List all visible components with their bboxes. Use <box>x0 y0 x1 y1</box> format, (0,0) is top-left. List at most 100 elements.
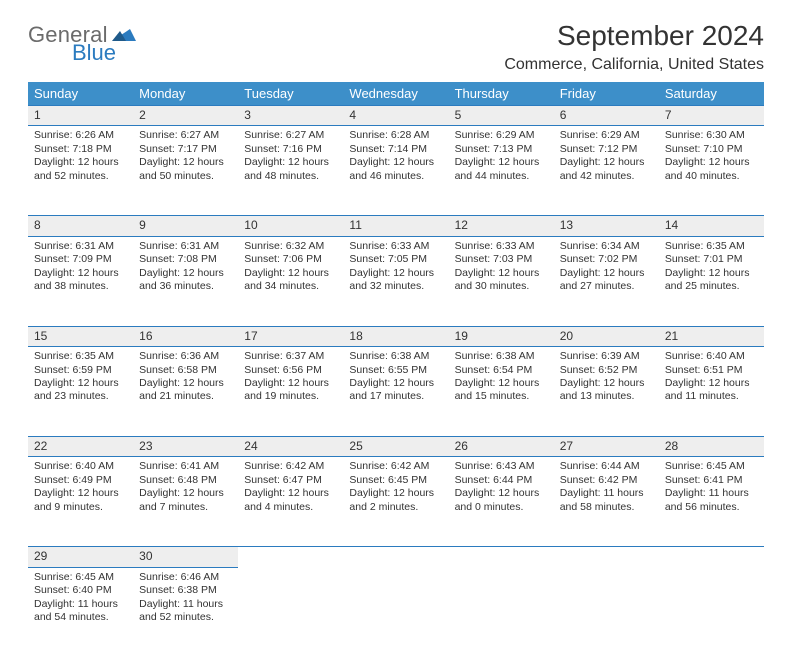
sunset-text: Sunset: 7:06 PM <box>244 253 337 266</box>
day-number-cell: 27 <box>554 437 659 457</box>
sunrise-text: Sunrise: 6:30 AM <box>665 129 758 142</box>
day-number-cell: 15 <box>28 326 133 346</box>
daylight-text: Daylight: 12 hours and 36 minutes. <box>139 267 232 294</box>
sunrise-text: Sunrise: 6:32 AM <box>244 240 337 253</box>
day-content-cell: Sunrise: 6:42 AMSunset: 6:45 PMDaylight:… <box>343 457 448 547</box>
daylight-text: Daylight: 12 hours and 9 minutes. <box>34 487 127 514</box>
day-content-cell: Sunrise: 6:27 AMSunset: 7:17 PMDaylight:… <box>133 126 238 216</box>
daylight-text: Daylight: 12 hours and 17 minutes. <box>349 377 442 404</box>
day-number-cell: 8 <box>28 216 133 236</box>
daylight-text: Daylight: 12 hours and 0 minutes. <box>455 487 548 514</box>
daylight-text: Daylight: 12 hours and 44 minutes. <box>455 156 548 183</box>
sunset-text: Sunset: 6:52 PM <box>560 364 653 377</box>
logo-text-blue: Blue <box>72 42 116 64</box>
daylight-text: Daylight: 12 hours and 52 minutes. <box>34 156 127 183</box>
daylight-text: Daylight: 12 hours and 42 minutes. <box>560 156 653 183</box>
sunrise-text: Sunrise: 6:46 AM <box>139 571 232 584</box>
daylight-text: Daylight: 11 hours and 52 minutes. <box>139 598 232 625</box>
day-content-cell: Sunrise: 6:34 AMSunset: 7:02 PMDaylight:… <box>554 236 659 326</box>
day-number-cell <box>659 547 764 567</box>
sunrise-text: Sunrise: 6:43 AM <box>455 460 548 473</box>
sunset-text: Sunset: 6:41 PM <box>665 474 758 487</box>
day-content-cell: Sunrise: 6:33 AMSunset: 7:03 PMDaylight:… <box>449 236 554 326</box>
day-number-cell: 11 <box>343 216 448 236</box>
day-number-cell: 6 <box>554 106 659 126</box>
sunrise-text: Sunrise: 6:36 AM <box>139 350 232 363</box>
sunrise-text: Sunrise: 6:38 AM <box>349 350 442 363</box>
day-content-cell: Sunrise: 6:29 AMSunset: 7:12 PMDaylight:… <box>554 126 659 216</box>
sunrise-text: Sunrise: 6:34 AM <box>560 240 653 253</box>
day-number-cell: 7 <box>659 106 764 126</box>
sunrise-text: Sunrise: 6:35 AM <box>665 240 758 253</box>
day-content-cell <box>238 567 343 657</box>
day-number-cell: 26 <box>449 437 554 457</box>
location-text: Commerce, California, United States <box>504 56 764 74</box>
day-content-row: Sunrise: 6:40 AMSunset: 6:49 PMDaylight:… <box>28 457 764 547</box>
daylight-text: Daylight: 11 hours and 56 minutes. <box>665 487 758 514</box>
weekday-header: Friday <box>554 82 659 106</box>
day-content-cell: Sunrise: 6:27 AMSunset: 7:16 PMDaylight:… <box>238 126 343 216</box>
day-content-row: Sunrise: 6:31 AMSunset: 7:09 PMDaylight:… <box>28 236 764 326</box>
daylight-text: Daylight: 12 hours and 50 minutes. <box>139 156 232 183</box>
day-number-cell: 18 <box>343 326 448 346</box>
day-content-cell: Sunrise: 6:38 AMSunset: 6:54 PMDaylight:… <box>449 347 554 437</box>
day-content-cell: Sunrise: 6:39 AMSunset: 6:52 PMDaylight:… <box>554 347 659 437</box>
day-number-cell: 1 <box>28 106 133 126</box>
day-content-cell: Sunrise: 6:32 AMSunset: 7:06 PMDaylight:… <box>238 236 343 326</box>
day-number-cell <box>449 547 554 567</box>
day-content-cell: Sunrise: 6:31 AMSunset: 7:09 PMDaylight:… <box>28 236 133 326</box>
daylight-text: Daylight: 12 hours and 27 minutes. <box>560 267 653 294</box>
day-content-cell <box>554 567 659 657</box>
day-content-cell: Sunrise: 6:35 AMSunset: 6:59 PMDaylight:… <box>28 347 133 437</box>
day-content-cell: Sunrise: 6:43 AMSunset: 6:44 PMDaylight:… <box>449 457 554 547</box>
day-content-cell: Sunrise: 6:33 AMSunset: 7:05 PMDaylight:… <box>343 236 448 326</box>
calendar-table: Sunday Monday Tuesday Wednesday Thursday… <box>28 82 764 657</box>
sunset-text: Sunset: 6:56 PM <box>244 364 337 377</box>
sunrise-text: Sunrise: 6:42 AM <box>349 460 442 473</box>
day-content-cell: Sunrise: 6:26 AMSunset: 7:18 PMDaylight:… <box>28 126 133 216</box>
day-number-cell: 23 <box>133 437 238 457</box>
sunset-text: Sunset: 6:47 PM <box>244 474 337 487</box>
day-content-cell: Sunrise: 6:35 AMSunset: 7:01 PMDaylight:… <box>659 236 764 326</box>
sunrise-text: Sunrise: 6:40 AM <box>34 460 127 473</box>
sunset-text: Sunset: 7:10 PM <box>665 143 758 156</box>
sunset-text: Sunset: 6:44 PM <box>455 474 548 487</box>
daylight-text: Daylight: 12 hours and 40 minutes. <box>665 156 758 183</box>
day-content-cell: Sunrise: 6:31 AMSunset: 7:08 PMDaylight:… <box>133 236 238 326</box>
sunset-text: Sunset: 7:09 PM <box>34 253 127 266</box>
sunrise-text: Sunrise: 6:44 AM <box>560 460 653 473</box>
sunrise-text: Sunrise: 6:38 AM <box>455 350 548 363</box>
day-content-cell: Sunrise: 6:45 AMSunset: 6:41 PMDaylight:… <box>659 457 764 547</box>
day-number-cell: 30 <box>133 547 238 567</box>
sunrise-text: Sunrise: 6:27 AM <box>139 129 232 142</box>
daynum-row: 1234567 <box>28 106 764 126</box>
weekday-header: Saturday <box>659 82 764 106</box>
day-number-cell <box>343 547 448 567</box>
day-number-cell <box>238 547 343 567</box>
weekday-header: Tuesday <box>238 82 343 106</box>
day-number-cell: 2 <box>133 106 238 126</box>
sunset-text: Sunset: 7:01 PM <box>665 253 758 266</box>
day-number-cell: 12 <box>449 216 554 236</box>
day-number-cell: 29 <box>28 547 133 567</box>
page-header: General Blue September 2024 Commerce, Ca… <box>28 20 764 74</box>
daylight-text: Daylight: 12 hours and 11 minutes. <box>665 377 758 404</box>
day-number-cell: 24 <box>238 437 343 457</box>
sunset-text: Sunset: 6:42 PM <box>560 474 653 487</box>
day-content-cell: Sunrise: 6:41 AMSunset: 6:48 PMDaylight:… <box>133 457 238 547</box>
day-number-cell: 3 <box>238 106 343 126</box>
daylight-text: Daylight: 12 hours and 25 minutes. <box>665 267 758 294</box>
day-content-cell: Sunrise: 6:28 AMSunset: 7:14 PMDaylight:… <box>343 126 448 216</box>
sunset-text: Sunset: 7:12 PM <box>560 143 653 156</box>
daylight-text: Daylight: 12 hours and 32 minutes. <box>349 267 442 294</box>
daylight-text: Daylight: 12 hours and 46 minutes. <box>349 156 442 183</box>
daynum-row: 891011121314 <box>28 216 764 236</box>
daylight-text: Daylight: 11 hours and 54 minutes. <box>34 598 127 625</box>
day-content-cell: Sunrise: 6:29 AMSunset: 7:13 PMDaylight:… <box>449 126 554 216</box>
sunset-text: Sunset: 7:08 PM <box>139 253 232 266</box>
daylight-text: Daylight: 12 hours and 34 minutes. <box>244 267 337 294</box>
weekday-header: Wednesday <box>343 82 448 106</box>
sunrise-text: Sunrise: 6:39 AM <box>560 350 653 363</box>
sunrise-text: Sunrise: 6:45 AM <box>34 571 127 584</box>
day-number-cell: 16 <box>133 326 238 346</box>
